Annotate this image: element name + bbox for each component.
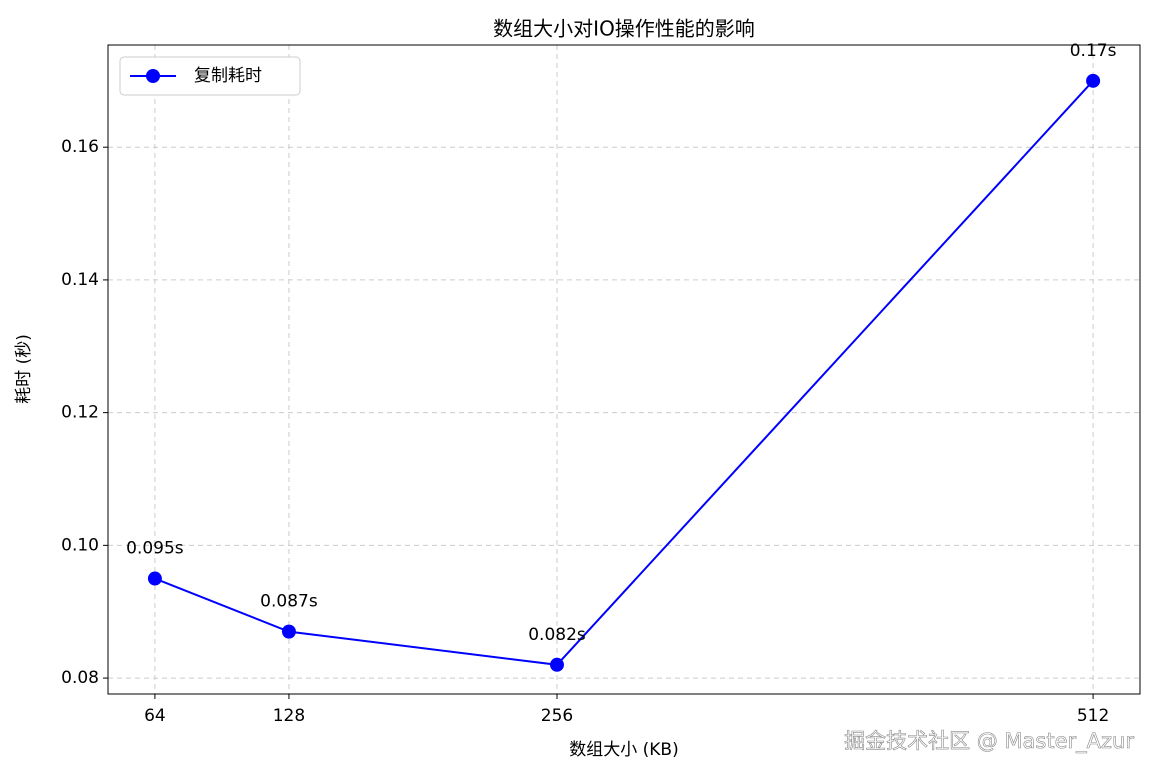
x-tick-label: 128 <box>273 706 305 726</box>
x-tick-label: 512 <box>1077 706 1109 726</box>
data-label: 0.095s <box>126 539 184 559</box>
y-tick-label: 0.10 <box>61 535 99 555</box>
chart-title: 数组大小对IO操作性能的影响 <box>493 17 755 41</box>
y-tick-label: 0.08 <box>61 668 99 688</box>
x-tick-label: 256 <box>541 706 573 726</box>
point <box>1086 73 1101 88</box>
y-tick-label: 0.16 <box>61 137 99 157</box>
legend-marker <box>146 69 160 83</box>
line <box>154 80 1094 666</box>
point <box>147 571 162 586</box>
y-tick-label: 0.12 <box>61 403 99 423</box>
x-axis-label: 数组大小 (KB) <box>569 740 678 760</box>
data-label: 0.087s <box>260 592 318 612</box>
data-label: 0.082s <box>528 625 586 645</box>
x-tick-label: 64 <box>144 706 166 726</box>
point <box>281 624 296 639</box>
y-axis-label: 耗时 (秒) <box>14 334 34 404</box>
point <box>549 657 564 672</box>
y-tick-label: 0.14 <box>61 270 99 290</box>
data-label: 0.17s <box>1070 41 1117 61</box>
watermark: 掘金技术社区 @ Master_Azur <box>844 729 1134 754</box>
legend-box <box>119 56 301 96</box>
legend-label: 复制耗时 <box>194 66 262 86</box>
plot-frame <box>107 44 1141 695</box>
